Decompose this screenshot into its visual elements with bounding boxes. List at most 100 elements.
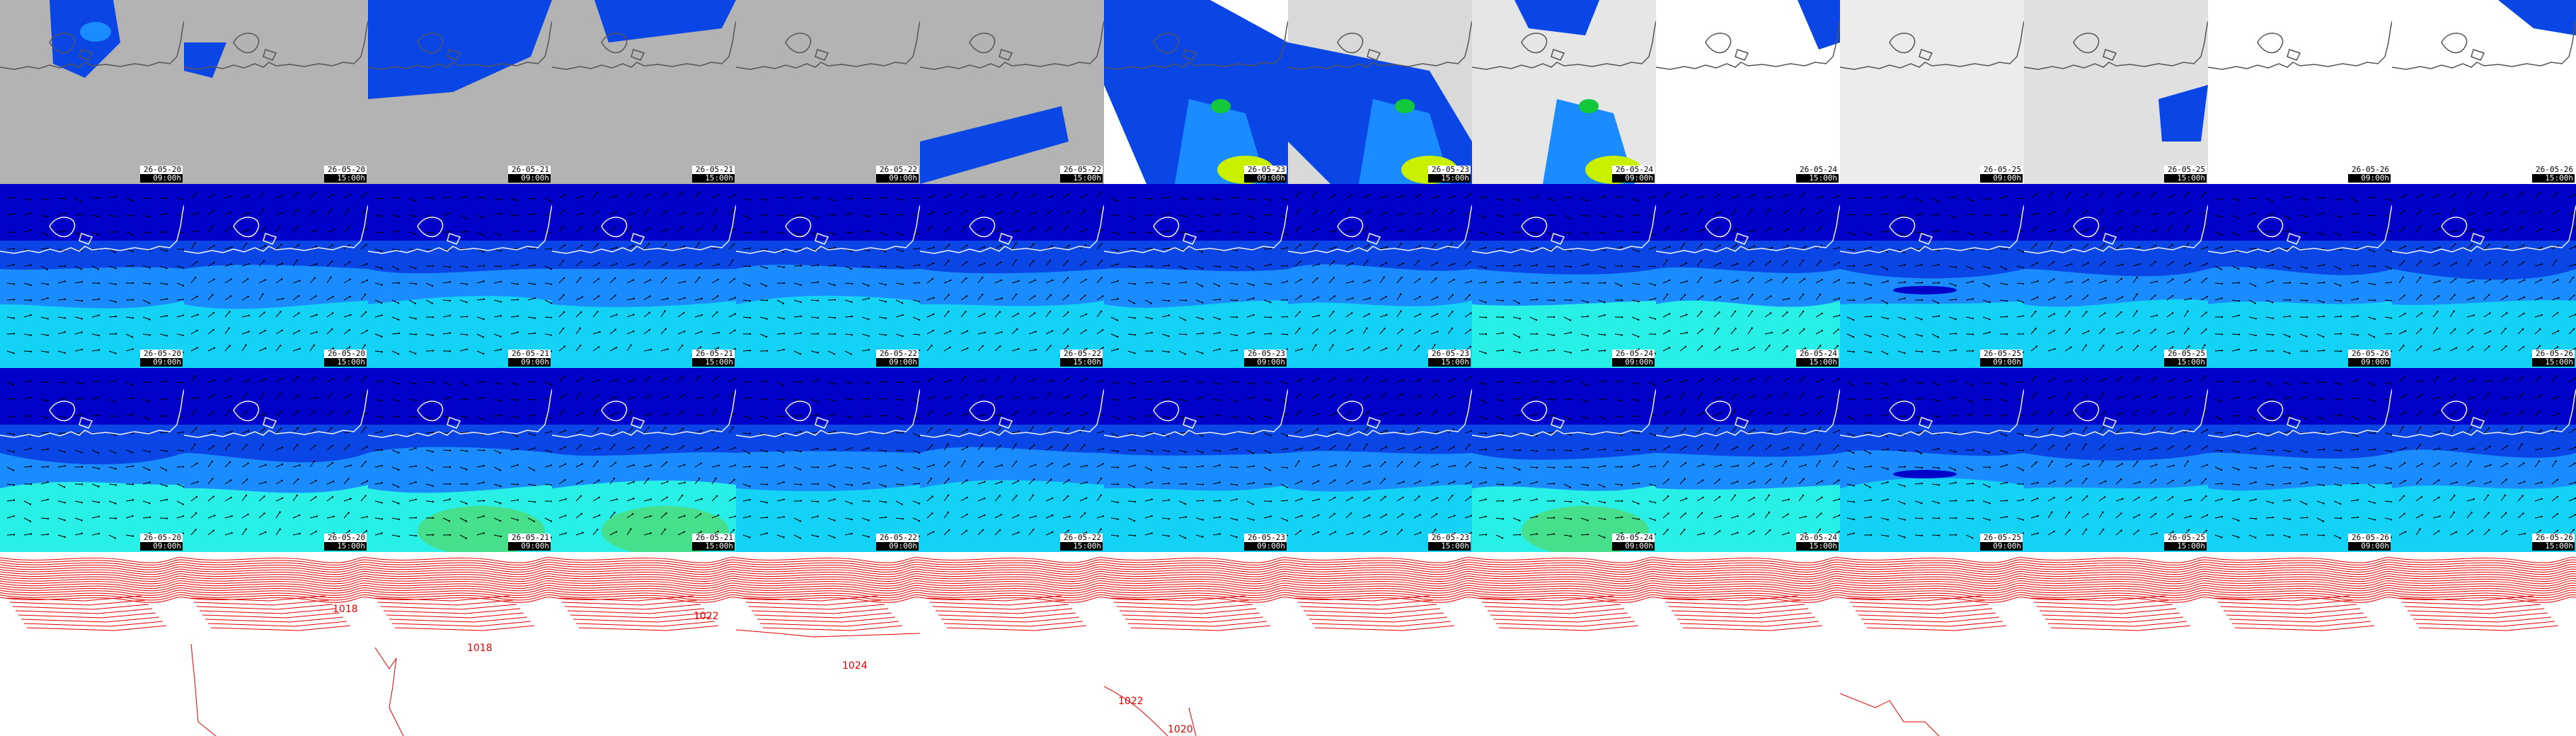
frame-time: 09:00h bbox=[508, 174, 551, 183]
map-frame-8: 26-05-24 09:00h bbox=[1472, 368, 1656, 552]
frame-time: 09:00h bbox=[140, 358, 183, 367]
pressure-map bbox=[0, 552, 184, 736]
timestamp-label: 26-05-24 15:00h bbox=[1796, 350, 1839, 367]
timestamp-label: 26-05-21 09:00h bbox=[508, 166, 551, 183]
timestamp-label: 26-05-22 09:00h bbox=[876, 350, 919, 367]
pressure-map bbox=[1472, 552, 1656, 736]
precipitation-map bbox=[2208, 0, 2392, 184]
pressure-map: 1024 bbox=[736, 552, 920, 736]
timestamp-label: 26-05-24 15:00h bbox=[1796, 166, 1839, 183]
map-frame-10: 26-05-25 09:00h bbox=[1840, 0, 2024, 184]
frame-date: 26-05-21 bbox=[512, 533, 549, 542]
isobar-label: 1020 bbox=[1168, 724, 1193, 735]
map-frame-9: 26-05-24 15:00h bbox=[1656, 184, 1840, 368]
map-frame-5: 26-05-22 15:00h bbox=[920, 0, 1104, 184]
map-frame-0: 26-05-20 09:00h bbox=[0, 184, 184, 368]
map-frame-12: 26-05-26 09:00h bbox=[2208, 368, 2392, 552]
map-frame-7: 26-05-23 15:00h bbox=[1288, 184, 1472, 368]
frame-date: 26-05-20 bbox=[144, 533, 181, 542]
isobar-label: 1018 bbox=[467, 643, 493, 654]
timestamp-label: 26-05-21 15:00h bbox=[692, 350, 735, 367]
timestamp-label: 26-05-24 15:00h bbox=[1796, 534, 1839, 551]
frame-date: 26-05-24 bbox=[1800, 533, 1837, 542]
wind-map bbox=[1840, 184, 2024, 368]
frame-time: 15:00h bbox=[1796, 542, 1839, 551]
precipitation-map bbox=[368, 0, 552, 184]
map-frame-0 bbox=[0, 552, 184, 736]
frame-time: 15:00h bbox=[324, 542, 367, 551]
precipitation-map bbox=[184, 0, 368, 184]
map-frame-9: 26-05-24 15:00h bbox=[1656, 368, 1840, 552]
map-frame-12 bbox=[2208, 552, 2392, 736]
frame-time: 09:00h bbox=[1244, 358, 1287, 367]
map-frame-2: 26-05-21 09:00h bbox=[368, 184, 552, 368]
pressure-map: 1022 1020 bbox=[1104, 552, 1288, 736]
isobar-label: 1018 bbox=[333, 604, 358, 615]
frame-date: 26-05-25 bbox=[1984, 349, 2021, 358]
pressure-map bbox=[1656, 552, 1840, 736]
precipitation-map bbox=[2392, 0, 2576, 184]
timestamp-label: 26-05-25 15:00h bbox=[2164, 350, 2207, 367]
timestamp-label: 26-05-22 09:00h bbox=[876, 166, 919, 183]
map-frame-13: 26-05-26 15:00h bbox=[2392, 184, 2576, 368]
map-frame-12: 26-05-26 09:00h bbox=[2208, 0, 2392, 184]
frame-time: 09:00h bbox=[1612, 358, 1655, 367]
precipitation-map bbox=[920, 0, 1104, 184]
wind-map bbox=[1656, 184, 1840, 368]
wind-map bbox=[920, 368, 1104, 552]
map-frame-0: 26-05-20 09:00h bbox=[0, 0, 184, 184]
wind-map bbox=[920, 184, 1104, 368]
frame-date: 26-05-22 bbox=[1064, 165, 1101, 174]
wind-map bbox=[368, 184, 552, 368]
map-frame-3: 1022 bbox=[552, 552, 736, 736]
timestamp-label: 26-05-23 09:00h bbox=[1244, 350, 1287, 367]
frame-date: 26-05-21 bbox=[696, 165, 733, 174]
timestamp-label: 26-05-20 09:00h bbox=[140, 534, 183, 551]
wind-map bbox=[2392, 368, 2576, 552]
timestamp-label: 26-05-20 09:00h bbox=[140, 350, 183, 367]
map-frame-9: 26-05-24 15:00h bbox=[1656, 0, 1840, 184]
map-frame-2: 1018 bbox=[368, 552, 552, 736]
wind-map bbox=[736, 368, 920, 552]
timestamp-label: 26-05-23 15:00h bbox=[1428, 166, 1471, 183]
frame-time: 15:00h bbox=[2164, 174, 2207, 183]
map-frame-5 bbox=[920, 552, 1104, 736]
frame-date: 26-05-23 bbox=[1432, 349, 1469, 358]
map-frame-11: 26-05-25 15:00h bbox=[2024, 184, 2208, 368]
frame-date: 26-05-22 bbox=[880, 349, 917, 358]
frame-time: 15:00h bbox=[1428, 542, 1471, 551]
timestamp-label: 26-05-23 09:00h bbox=[1244, 166, 1287, 183]
frame-time: 15:00h bbox=[1060, 542, 1103, 551]
frame-date: 26-05-24 bbox=[1800, 165, 1837, 174]
pressure-map bbox=[1840, 552, 2024, 736]
frame-date: 26-05-24 bbox=[1616, 349, 1653, 358]
wind-map bbox=[0, 368, 184, 552]
wind-map bbox=[1288, 368, 1472, 552]
pressure-map bbox=[920, 552, 1104, 736]
map-frame-11: 26-05-25 15:00h bbox=[2024, 0, 2208, 184]
precipitation-map bbox=[1472, 0, 1656, 184]
frame-date: 26-05-23 bbox=[1248, 165, 1285, 174]
map-frame-4: 1024 bbox=[736, 552, 920, 736]
wind-map bbox=[2024, 368, 2208, 552]
frame-date: 26-05-22 bbox=[1064, 533, 1101, 542]
frame-time: 15:00h bbox=[1428, 358, 1471, 367]
frame-date: 26-05-26 bbox=[2352, 533, 2389, 542]
frame-date: 26-05-23 bbox=[1432, 533, 1469, 542]
wind-map bbox=[1472, 368, 1656, 552]
map-frame-10: 26-05-25 09:00h bbox=[1840, 368, 2024, 552]
map-frame-7: 26-05-23 15:00h bbox=[1288, 368, 1472, 552]
map-frame-6: 26-05-23 09:00h bbox=[1104, 368, 1288, 552]
frame-time: 15:00h bbox=[2532, 358, 2575, 367]
map-frame-4: 26-05-22 09:00h bbox=[736, 368, 920, 552]
frame-time: 09:00h bbox=[140, 174, 183, 183]
wind-map bbox=[552, 184, 736, 368]
frame-time: 09:00h bbox=[140, 542, 183, 551]
timestamp-label: 26-05-24 09:00h bbox=[1612, 534, 1655, 551]
wind-map bbox=[1656, 368, 1840, 552]
wind-map bbox=[1288, 184, 1472, 368]
frame-time: 15:00h bbox=[2164, 542, 2207, 551]
timestamp-label: 26-05-21 15:00h bbox=[692, 534, 735, 551]
frame-date: 26-05-23 bbox=[1432, 165, 1469, 174]
